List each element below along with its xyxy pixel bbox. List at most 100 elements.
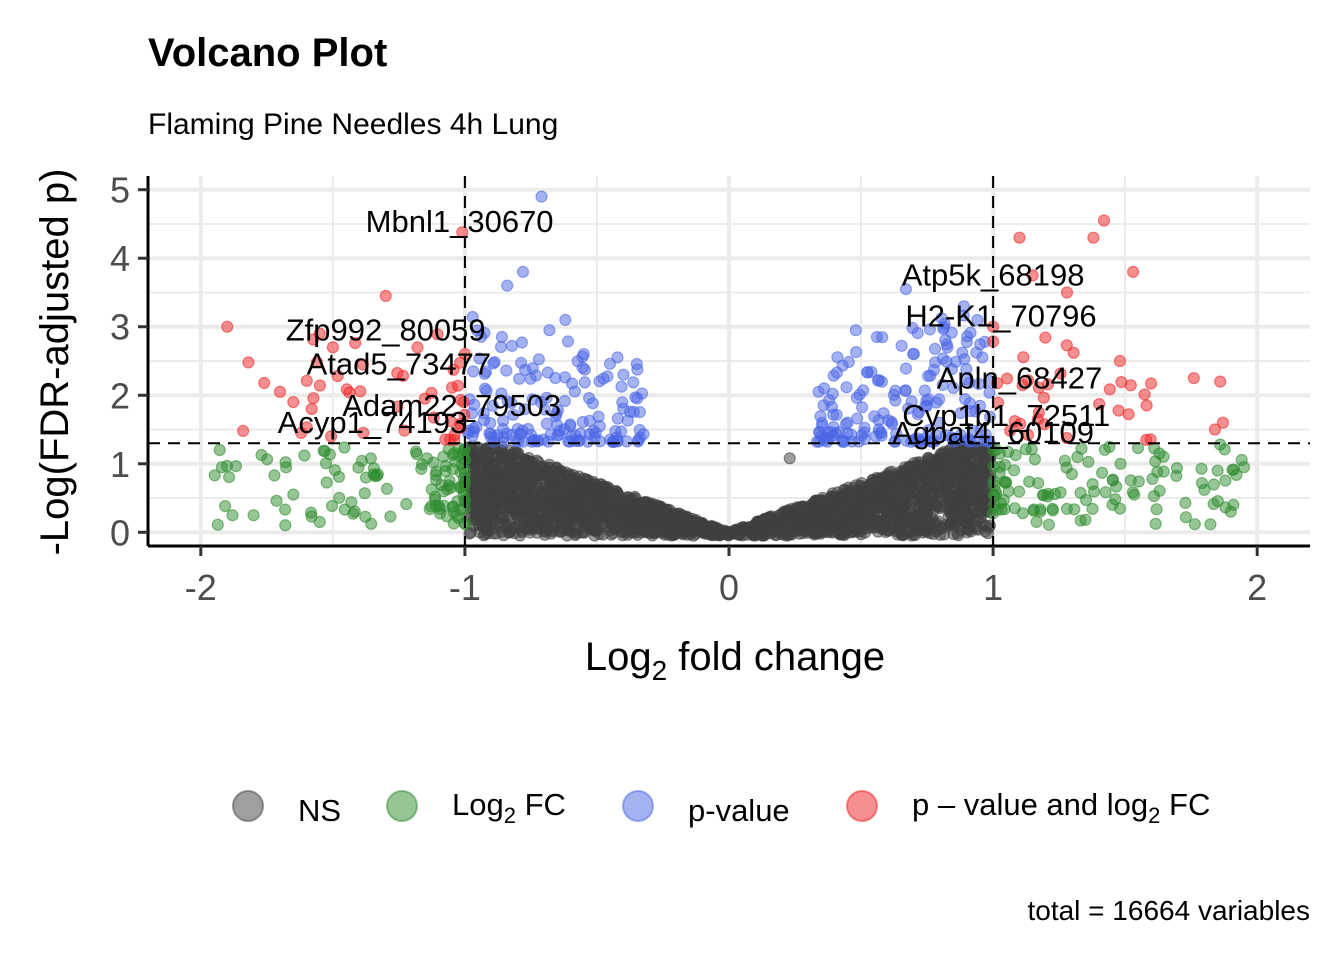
pvalue-and-log2fc-point — [287, 396, 300, 409]
legend-key-pvalue-and-log2fc — [846, 790, 878, 822]
pvalue-and-log2fc-point — [1187, 372, 1200, 385]
cutoff-lines — [148, 176, 1310, 546]
pvalue-point — [505, 396, 518, 409]
ns-point — [479, 500, 492, 513]
pvalue-and-log2fc-point — [1016, 379, 1029, 392]
pvalue-and-log2fc-point — [1060, 339, 1073, 352]
log2fc-point — [1041, 490, 1054, 503]
gene-label: Acyp1_74193 — [278, 405, 468, 440]
ns-point — [798, 505, 811, 518]
ns-point — [475, 480, 488, 493]
pvalue-point — [890, 427, 903, 440]
log2fc-point — [305, 506, 318, 519]
pvalue-point — [939, 333, 952, 347]
pvalue-point — [964, 404, 977, 418]
log2fc-point — [370, 469, 384, 482]
log2fc-point — [333, 491, 346, 504]
pvalue-point — [841, 416, 854, 429]
pvalue-and-log2fc-point — [391, 366, 404, 380]
axes: -2 -1 0 1 2 0 1 2 3 4 5 — [110, 170, 1310, 608]
y-axis-title: -Log(FDR-adjusted p) — [33, 169, 77, 556]
pvalue-point — [559, 313, 572, 326]
pvalue-point — [922, 393, 935, 406]
gene-label: Apln_68427 — [937, 360, 1103, 395]
pvalue-point — [815, 419, 829, 432]
log2fc-point — [229, 460, 243, 473]
log2fc-point — [280, 461, 293, 474]
log2fc-point — [433, 502, 446, 515]
ns-point — [847, 514, 860, 527]
log2fc-point — [454, 480, 467, 493]
ns-point — [971, 487, 985, 501]
ns-point — [878, 502, 891, 515]
ns-point — [516, 509, 530, 523]
ns-point — [608, 522, 621, 536]
x-tick-label: 1 — [983, 567, 1003, 608]
x-tick-label: -2 — [185, 567, 217, 608]
pvalue-point — [905, 395, 918, 408]
pvalue-and-log2fc-point — [451, 379, 464, 392]
log2fc-point — [1082, 455, 1095, 468]
log2fc-point — [1008, 502, 1021, 515]
pvalue-and-log2fc-point — [331, 369, 344, 383]
ns-point — [501, 449, 515, 462]
log2fc-point — [1207, 478, 1220, 491]
pvalue-and-log2fc-point — [1216, 416, 1230, 429]
ns-point — [775, 527, 788, 540]
pvalue-and-log2fc-point — [1037, 391, 1050, 404]
pvalue-and-log2fc-point — [1054, 367, 1067, 380]
pvalue-point — [956, 346, 969, 359]
ns-point — [512, 478, 525, 491]
log2fc-point — [421, 452, 434, 465]
log2fc-point — [287, 488, 300, 501]
log2fc-point — [1012, 485, 1026, 498]
ns-point — [893, 526, 906, 539]
ns-point — [900, 490, 913, 503]
ns-point — [831, 491, 844, 504]
pvalue-point — [939, 429, 952, 442]
ns-point — [668, 512, 681, 526]
gene-label: Adam22_79503 — [342, 388, 561, 423]
pvalue-and-log2fc-point — [1004, 424, 1017, 437]
log2fc-point — [338, 503, 351, 516]
log2fc-point — [208, 469, 221, 482]
ns-point — [646, 529, 659, 542]
log2fc-point — [1099, 486, 1112, 499]
log2fc-point — [247, 509, 260, 522]
pvalue-point — [871, 374, 885, 387]
pvalue-point — [899, 362, 913, 375]
pvalue-point — [486, 399, 499, 412]
log2fc-point — [1198, 483, 1211, 496]
ns-point — [730, 524, 744, 538]
log2fc-point — [1019, 443, 1032, 456]
y-tick-label: 5 — [110, 170, 130, 211]
legend: NS Log2 FC p-value p – value and log2 FC — [232, 787, 1210, 828]
pvalue-and-log2fc-point — [313, 379, 326, 392]
data-points — [208, 190, 1251, 542]
pvalue-and-log2fc-point — [431, 328, 444, 341]
pvalue-and-log2fc-point — [1093, 398, 1106, 411]
ns-point — [560, 529, 574, 542]
ns-point — [945, 504, 958, 517]
ns-point — [560, 504, 573, 517]
ns-point — [553, 519, 567, 532]
pvalue-and-log2fc-point — [1013, 231, 1026, 244]
pvalue-point — [971, 313, 984, 327]
pvalue-and-log2fc-point — [391, 400, 404, 413]
ns-point — [951, 468, 965, 482]
ns-point — [783, 452, 796, 465]
pvalue-point — [495, 330, 508, 344]
log2fc-point — [998, 458, 1012, 471]
pvalue-point — [576, 361, 589, 374]
gene-label: Cyp1b1_72511 — [902, 398, 1110, 433]
pvalue-point — [631, 363, 644, 376]
log2fc-point — [1046, 504, 1060, 517]
pvalue-and-log2fc-point — [221, 320, 234, 333]
log2fc-point — [1023, 475, 1036, 488]
pvalue-and-log2fc-point — [307, 392, 320, 405]
pvalue-point — [480, 384, 493, 397]
log2fc-point — [364, 452, 377, 465]
pvalue-point — [875, 426, 888, 439]
pvalue-and-log2fc-point — [242, 356, 255, 369]
